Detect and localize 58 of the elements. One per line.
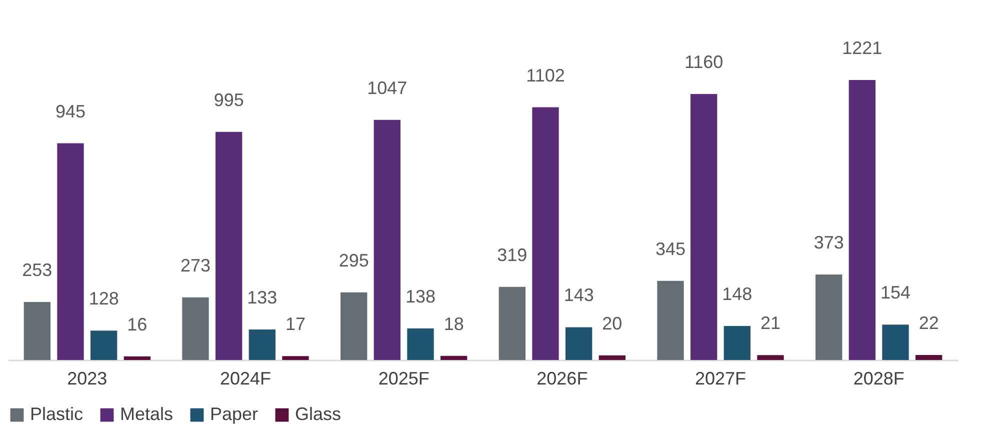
data-label: 1047 xyxy=(367,78,408,98)
data-label: 295 xyxy=(338,250,369,270)
bar xyxy=(598,355,626,360)
x-tick-label: 2028F xyxy=(853,368,904,388)
data-label: 154 xyxy=(880,282,911,303)
bar xyxy=(916,354,942,360)
bar xyxy=(566,327,592,360)
data-label: 21 xyxy=(760,313,781,334)
data-label: 273 xyxy=(180,255,211,276)
data-label: 20 xyxy=(602,313,622,334)
data-label: 945 xyxy=(55,101,86,122)
data-label: 16 xyxy=(127,314,148,334)
bar xyxy=(440,356,468,360)
data-label: 995 xyxy=(214,90,244,110)
x-tick-label: 2027F xyxy=(694,368,746,388)
data-label: 22 xyxy=(918,312,939,333)
bar xyxy=(182,297,209,360)
data-label: 1160 xyxy=(684,52,724,72)
data-label: 345 xyxy=(655,238,686,259)
legend-label: Paper xyxy=(210,404,258,424)
legend-label: Glass xyxy=(295,404,342,424)
data-label: 128 xyxy=(88,288,119,309)
data-label: 17 xyxy=(285,314,306,334)
bar xyxy=(690,94,718,360)
data-label: 319 xyxy=(497,244,528,265)
data-label: 148 xyxy=(722,284,752,304)
bar xyxy=(532,107,559,360)
data-label: 18 xyxy=(444,314,464,334)
data-label: 138 xyxy=(405,286,436,306)
bar xyxy=(498,286,526,360)
bar xyxy=(848,80,876,360)
x-tick-label: 2023 xyxy=(67,368,108,388)
bar xyxy=(57,143,84,360)
data-label: 253 xyxy=(22,260,52,280)
bar xyxy=(248,330,276,360)
data-label: 1221 xyxy=(842,38,882,58)
bar xyxy=(24,302,50,360)
data-label: 143 xyxy=(564,285,594,306)
data-label: 133 xyxy=(247,288,278,308)
bar xyxy=(374,120,400,360)
bar xyxy=(407,328,434,360)
bar xyxy=(282,356,309,360)
legend-label: Plastic xyxy=(30,404,84,424)
x-tick-label: 2025F xyxy=(378,368,430,388)
bar xyxy=(90,330,118,360)
bar xyxy=(657,280,684,360)
x-tick-label: 2024F xyxy=(220,368,272,388)
bar xyxy=(216,132,242,360)
bar xyxy=(882,324,909,360)
bar xyxy=(340,292,368,360)
bar xyxy=(124,356,150,360)
bar xyxy=(757,355,784,360)
data-label: 373 xyxy=(814,232,844,252)
bar xyxy=(724,326,750,360)
legend-label: Metals xyxy=(120,404,174,424)
bar xyxy=(816,274,842,360)
x-tick-label: 2026F xyxy=(536,368,588,388)
data-label: 1102 xyxy=(526,65,565,86)
